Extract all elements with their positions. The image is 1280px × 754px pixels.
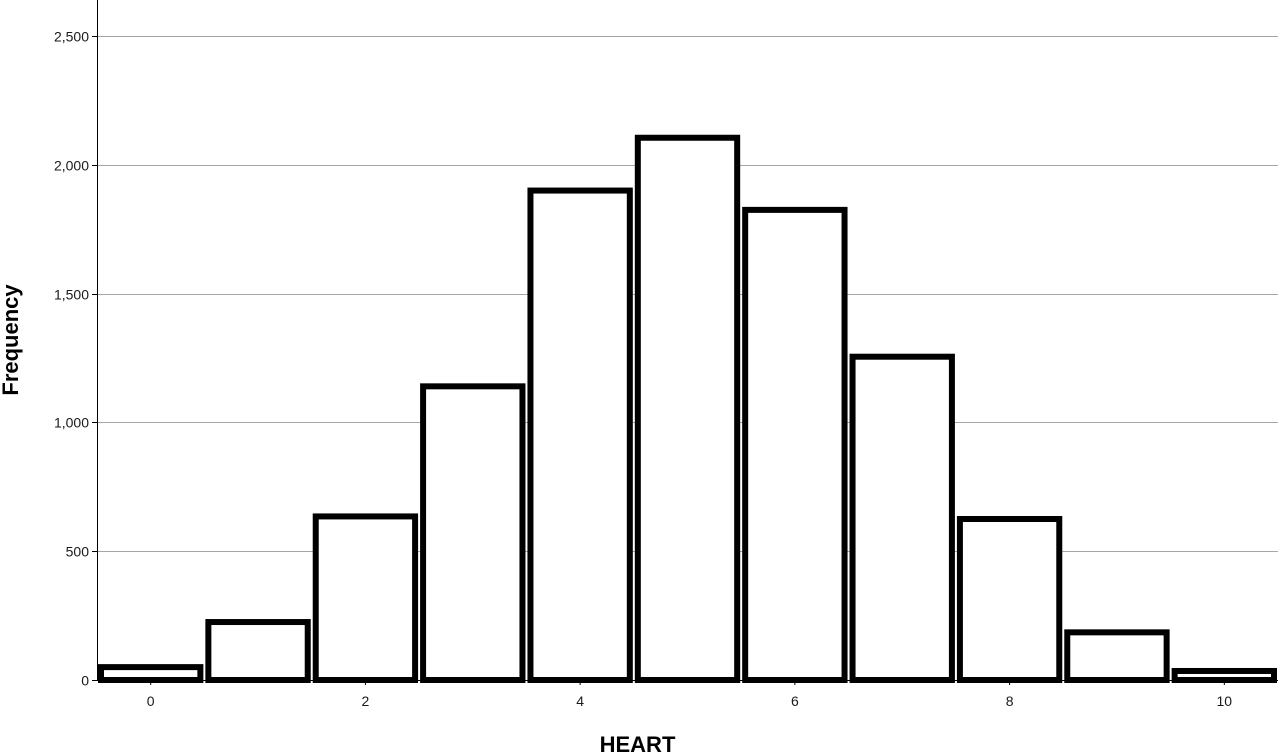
x-tick-label: 0 — [147, 693, 155, 709]
y-tick-label: 2,000 — [54, 158, 89, 174]
y-tick-label: 2,500 — [54, 29, 89, 45]
x-tick-label: 2 — [362, 693, 370, 709]
bar-5 — [634, 134, 741, 683]
bar-6 — [742, 206, 848, 683]
x-tick-label: 10 — [1217, 693, 1233, 709]
y-axis-ticks: 0 500 1,000 1,500 2,000 2,500 — [54, 29, 97, 689]
bar-0 — [98, 664, 204, 683]
bar-8 — [956, 516, 1063, 683]
x-tick-label: 4 — [576, 693, 584, 709]
y-tick-label: 1,000 — [54, 415, 89, 431]
x-tick-label: 8 — [1006, 693, 1014, 709]
bar-4 — [527, 187, 633, 683]
y-axis-title: Frequency — [0, 284, 23, 396]
bars — [98, 134, 1277, 684]
bar-9 — [1064, 629, 1170, 683]
bar-1 — [205, 619, 311, 683]
bar-7 — [849, 353, 955, 683]
x-tick-label: 6 — [791, 693, 799, 709]
bar-3 — [420, 383, 526, 683]
bar-10 — [1171, 667, 1277, 684]
x-axis-title: HEART — [600, 732, 676, 754]
x-axis-ticks: 0 2 4 6 8 10 — [147, 680, 1233, 709]
bar-2 — [312, 513, 419, 684]
y-tick-label: 1,500 — [54, 287, 89, 303]
y-tick-label: 500 — [66, 544, 90, 560]
y-tick-label: 0 — [81, 673, 89, 689]
axes — [97, 0, 1278, 681]
